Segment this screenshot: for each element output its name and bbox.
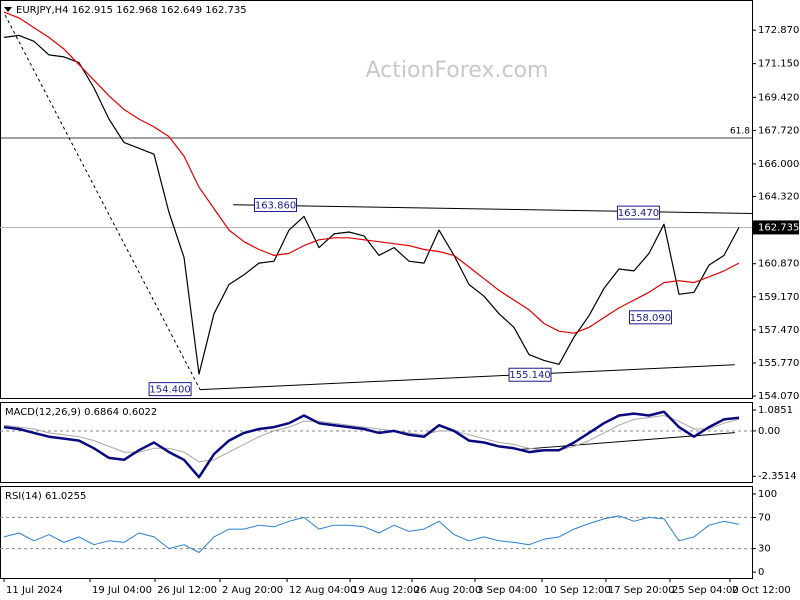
y-tick-label: 155.770 bbox=[758, 358, 799, 369]
y-tick-label: 167.720 bbox=[758, 125, 799, 136]
y-tick-label: 154.070 bbox=[758, 391, 799, 402]
series-line bbox=[3, 410, 740, 479]
x-tick-label: 19 Aug 12:00 bbox=[352, 585, 419, 596]
panel-title: MACD(12,26,9) 0.6864 0.6022 bbox=[5, 407, 157, 418]
x-tick-label: 11 Jul 2024 bbox=[6, 585, 63, 596]
x-tick-label: 17 Sep 20:00 bbox=[608, 585, 675, 596]
x-tick-label: 26 Aug 20:00 bbox=[414, 585, 481, 596]
price-panel bbox=[0, 0, 753, 399]
annotation-label: 163.860 bbox=[255, 201, 296, 212]
annotation-label: 154.400 bbox=[149, 385, 190, 396]
annotation-label: 163.470 bbox=[618, 208, 659, 219]
x-tick-label: 26 Jul 12:00 bbox=[157, 585, 217, 596]
annotation-box bbox=[616, 205, 660, 220]
y-tick-label: 100 bbox=[758, 489, 777, 500]
series-line bbox=[3, 11, 740, 334]
trendline bbox=[200, 364, 735, 391]
panel-title: EURJPY,H4 162.915 162.968 162.649 162.73… bbox=[16, 5, 247, 16]
y-tick-label: 172.870 bbox=[758, 25, 799, 36]
y-tick-label: 30 bbox=[758, 544, 771, 555]
trendline bbox=[4, 14, 201, 390]
y-tick-label: 171.150 bbox=[758, 59, 799, 70]
series-line bbox=[3, 415, 740, 463]
y-tick-label: 0 bbox=[758, 567, 764, 578]
x-tick-label: 25 Sep 04:00 bbox=[672, 585, 739, 596]
annotation-box bbox=[628, 310, 672, 325]
x-tick-label: 19 Jul 04:00 bbox=[92, 585, 152, 596]
annotation-label: 158.090 bbox=[630, 313, 671, 324]
series-line bbox=[3, 34, 740, 375]
menu-arrow bbox=[4, 7, 12, 12]
y-tick-label: -2.3514 bbox=[758, 471, 797, 482]
fib-label: 61.8 bbox=[730, 127, 750, 137]
y-tick-label: 164.320 bbox=[758, 192, 799, 203]
watermark: ActionForex.com bbox=[366, 58, 549, 83]
annotation-label: 155.140 bbox=[509, 370, 550, 381]
y-tick-label: 157.470 bbox=[758, 325, 799, 336]
rsi-panel bbox=[0, 486, 753, 579]
annotation-box bbox=[508, 367, 552, 382]
y-tick-label: 70 bbox=[758, 512, 771, 523]
y-tick-label: 166.000 bbox=[758, 159, 799, 170]
macd-panel bbox=[0, 402, 753, 483]
y-tick-label: 159.170 bbox=[758, 292, 799, 303]
panel-title: RSI(14) 61.0255 bbox=[5, 491, 86, 502]
last-price-label: 162.735 bbox=[758, 222, 799, 233]
last-price-box bbox=[753, 220, 799, 235]
x-tick-label: 12 Aug 04:00 bbox=[289, 585, 356, 596]
y-tick-label: 0.00 bbox=[758, 426, 780, 437]
x-tick-label: 10 Sep 12:00 bbox=[544, 585, 611, 596]
annotation-box bbox=[148, 382, 192, 397]
x-tick-label: 2 Oct 12:00 bbox=[732, 585, 791, 596]
y-tick-label: 1.0851 bbox=[758, 405, 793, 416]
trendline bbox=[233, 204, 753, 215]
series-line bbox=[3, 515, 740, 553]
y-tick-label: 160.870 bbox=[758, 259, 799, 270]
x-tick-label: 3 Sep 04:00 bbox=[477, 585, 537, 596]
trendline bbox=[519, 432, 735, 450]
annotation-box bbox=[254, 198, 298, 213]
y-tick-label: 169.420 bbox=[758, 92, 799, 103]
x-tick-label: 2 Aug 20:00 bbox=[222, 585, 283, 596]
